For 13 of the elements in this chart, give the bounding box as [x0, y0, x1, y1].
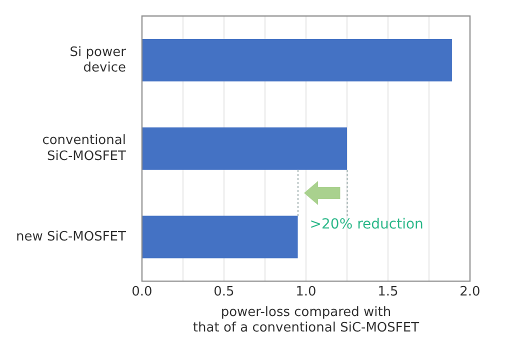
- bar: [142, 38, 452, 82]
- bar: [142, 127, 347, 170]
- x-tick-label: 0.5: [214, 284, 234, 300]
- y-tick-label: conventional SiC-MOSFET: [42, 133, 126, 164]
- x-tick-label: 1.0: [296, 284, 316, 300]
- x-tick-label: 2.0: [460, 284, 480, 300]
- y-tick-label: new SiC-MOSFET: [16, 229, 126, 244]
- annotation: >20% reduction: [310, 216, 424, 233]
- bar: [142, 216, 298, 258]
- x-axis-title: power-loss compared with that of a conventional SiC-MOSFET: [192, 304, 420, 336]
- x-tick-label: 1.5: [378, 284, 398, 300]
- y-tick-label: Si power device: [70, 44, 127, 76]
- x-tick-label: 0.0: [132, 284, 152, 300]
